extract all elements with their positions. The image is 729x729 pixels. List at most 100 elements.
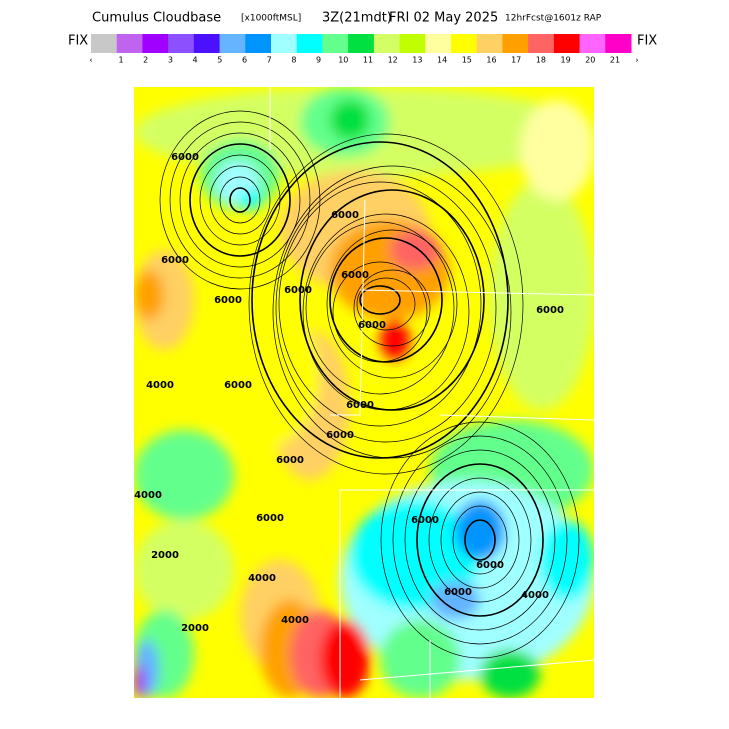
color-swatch	[502, 34, 529, 53]
colorbar-tick-label: 21	[610, 56, 620, 65]
contour-line	[464, 519, 496, 561]
color-swatch	[399, 34, 426, 53]
color-swatch	[322, 34, 349, 53]
contour-label: 4000	[134, 490, 162, 501]
colorbar-tick-label: 10	[338, 56, 348, 65]
contour-line	[248, 133, 524, 475]
contour-line	[359, 285, 401, 315]
title: Cumulus Cloudbase [x1000ftMSL] 3Z(21mdt)FR…	[92, 11, 602, 26]
colorbar: FIX FIX‹ 1 2 3 4 5 6 7 8 9 10 11 12 13 14 15 16 17 18 19 20 21…	[68, 34, 657, 65]
contour-line	[209, 165, 271, 235]
contour-label: 6000	[411, 515, 439, 526]
shade-blob	[134, 270, 164, 320]
shade-blob	[455, 500, 505, 560]
colorbar-right-label: FIX	[637, 34, 657, 49]
contour-label: 6000	[171, 152, 199, 163]
contour-label: 6000	[256, 513, 284, 524]
contour-label: 6000	[161, 255, 189, 266]
shade-blob	[240, 190, 262, 210]
title-part: [x1000ftMSL]	[241, 14, 301, 24]
shade-blob	[430, 580, 480, 620]
contour-line	[189, 143, 291, 257]
shade-blob	[520, 100, 594, 200]
contour-line	[251, 141, 509, 459]
contour-line	[353, 269, 431, 347]
colorbar-tick-label: 17	[511, 56, 521, 65]
color-swatch	[373, 34, 401, 53]
shade-blob	[134, 520, 234, 620]
contour-line	[380, 421, 580, 659]
shade-blob	[330, 100, 370, 140]
colorbar-tick-label: 3	[168, 56, 173, 65]
colorbar-tick-label: 1	[118, 56, 123, 65]
color-swatch	[553, 34, 581, 53]
color-swatch	[348, 34, 375, 53]
colorbar-tick-label: 2	[143, 56, 148, 65]
contour-line	[392, 435, 568, 645]
contour-label: 2000	[151, 550, 179, 561]
contour-label: 6000	[346, 400, 374, 411]
shade-blob	[480, 650, 540, 698]
colorbar-tick-label: 6	[242, 56, 247, 65]
contour-line	[199, 154, 281, 246]
contour-line	[275, 173, 497, 443]
colorbar-tick-label: 13	[412, 56, 422, 65]
map: 6000 6000 6000 6000 6000 6000 6000 6000 4000 6000…	[134, 87, 594, 698]
contour-line	[159, 110, 321, 290]
title-part: 3Z(21mdt)	[322, 11, 392, 26]
colorbar-tick-label: 18	[536, 56, 546, 65]
color-swatch	[605, 34, 632, 53]
colorbar-tick-label: 4	[193, 56, 198, 65]
contour-label: 6000	[224, 380, 252, 391]
contour-line	[329, 237, 443, 363]
border-lines	[269, 87, 594, 698]
color-swatch	[271, 34, 298, 53]
contour-line	[452, 505, 508, 575]
colorbar-tick-label: 20	[585, 56, 595, 65]
color-swatch	[245, 34, 272, 53]
colorbar-left-label: FIX	[68, 34, 88, 49]
shade-blob	[320, 620, 370, 698]
color-swatch	[451, 34, 478, 53]
colorbar-tick-label: 9	[316, 56, 321, 65]
contour-label: 6000	[326, 430, 354, 441]
contour-line	[179, 132, 301, 268]
contour-label: 6000	[341, 270, 369, 281]
contour-line	[356, 277, 416, 331]
contour-line	[440, 491, 520, 589]
color-swatch	[425, 34, 452, 53]
contour-label: 6000	[536, 305, 564, 316]
colorbar-tick-label: 7	[267, 56, 272, 65]
contour-line	[169, 121, 311, 279]
colorbar-tick-label: 5	[217, 56, 222, 65]
colorbar-tick-label: ‹	[89, 56, 92, 65]
shade-blob	[490, 180, 594, 410]
color-swatch	[116, 34, 143, 53]
color-swatch	[142, 34, 169, 53]
contour-label: 6000	[444, 587, 472, 598]
colorbar-tick-label: ›	[635, 56, 638, 65]
color-swatch	[296, 34, 323, 53]
color-swatch	[579, 34, 606, 53]
color-swatch	[528, 34, 555, 53]
color-swatch	[193, 34, 221, 53]
state-borders	[269, 87, 594, 698]
contour-label: 6000	[331, 210, 359, 221]
title-part: 12hrFcst@1601z RAP	[505, 14, 602, 24]
contour-label: 4000	[146, 380, 174, 391]
contour-line	[305, 221, 455, 395]
shade-blob	[380, 620, 460, 698]
contour-line	[299, 189, 485, 411]
shading	[134, 87, 594, 698]
contour-line	[404, 449, 556, 631]
contour-label: 4000	[248, 573, 276, 584]
title-part: FRI 02 May 2025	[389, 11, 498, 26]
contour-label: 6000	[214, 295, 242, 306]
colorbar-tick-label: 11	[363, 56, 373, 65]
shade-blob	[134, 665, 146, 698]
contour-line	[278, 181, 482, 427]
contour-label: 6000	[284, 285, 312, 296]
contour-labels: 6000 6000 6000 6000 6000 6000 6000 6000 4000 6000…	[134, 152, 564, 634]
